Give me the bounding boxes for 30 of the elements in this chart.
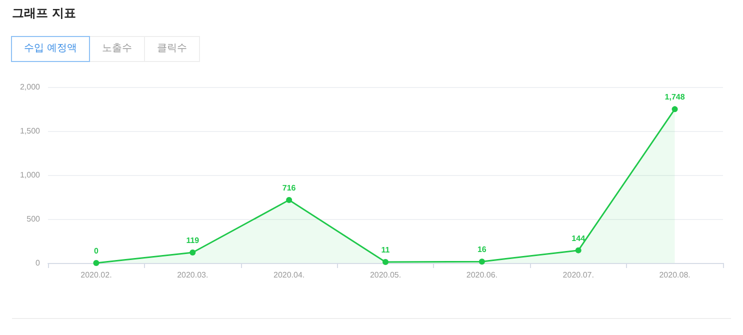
point [286,196,292,203]
text: 노출수 [89,36,146,62]
y-tick-label: 500 [26,214,41,224]
x-tick-label: 2020.05. [370,270,402,280]
x-tick-label: 2020.06. [466,270,498,280]
x-tick-label: 2020.08. [659,270,690,280]
point [190,250,196,256]
text: 클릭수 [144,36,200,62]
y-tick-label: 1,500 [20,126,41,136]
x-tick-label: 2020.04. [274,270,305,280]
data-label: 16 [477,245,487,254]
point [382,259,388,266]
data-label: 0 [94,246,99,256]
data-label: 1,748 [664,92,686,102]
x-tick-label: 2020.02. [80,270,112,280]
data-label: 119 [186,236,200,246]
chart-title: 그래프 지표 [12,5,76,22]
point [93,260,100,266]
point [478,258,485,265]
y-tick-label: 2,000 [20,82,41,92]
data-label: 144 [572,234,586,243]
text: 수입 예정액 [11,36,90,62]
x-tick-label: 2020.03. [177,270,208,280]
x-tick-label: 2020.07. [562,270,594,280]
point [672,106,678,112]
y-tick-label: 0 [36,258,41,268]
y-tick-label: 1,000 [20,170,41,180]
point [575,247,582,254]
data-label: 11 [381,246,390,255]
data-label: 716 [282,183,296,192]
